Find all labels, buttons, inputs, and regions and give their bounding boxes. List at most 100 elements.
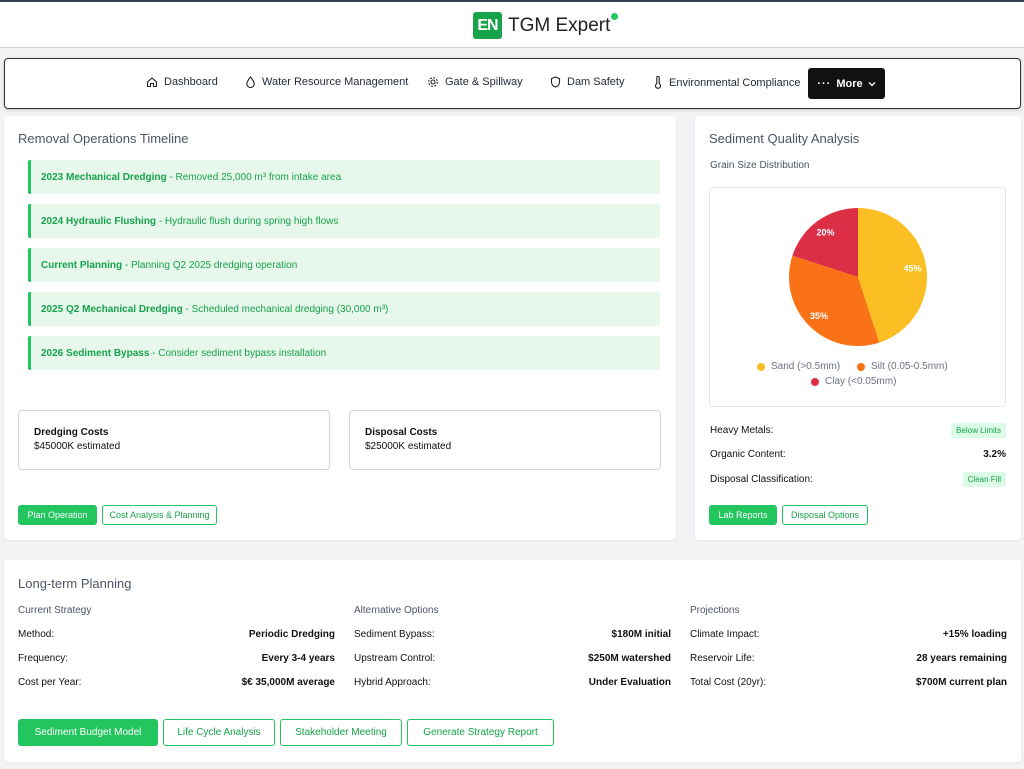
nav-item-dashboard[interactable]: Dashboard <box>146 76 218 88</box>
chart-subtitle: Grain Size Distribution <box>710 160 810 171</box>
strategy-row: Frequency: Every 3-4 years <box>18 651 335 665</box>
row-value: Periodic Dredging <box>248 628 335 640</box>
nav-item-gate-spillway[interactable]: Gate & Spillway <box>427 76 523 88</box>
row-value: Every 3-4 years <box>261 652 335 664</box>
card-title: Sediment Quality Analysis <box>709 131 860 146</box>
timeline-item-text: - Consider sediment bypass installation <box>149 347 327 359</box>
more-menu-button[interactable]: ··· More <box>808 68 885 99</box>
alternative-row: Sediment Bypass: $180M initial <box>354 627 671 641</box>
cost-value: $45000K estimated <box>34 441 121 452</box>
nav-item-label: Dashboard <box>164 76 218 88</box>
projection-row: Reservoir Life: 28 years remaining <box>690 651 1007 665</box>
legend-item-sand: Sand (>0.5mm) <box>757 361 840 372</box>
nav-item-dam-safety[interactable]: Dam Safety <box>550 76 624 88</box>
app-name: TGM Expert <box>508 14 611 36</box>
more-dots-icon: ··· <box>817 77 832 90</box>
column-heading: Alternative Options <box>354 605 439 616</box>
more-label: More <box>836 77 863 90</box>
nav-item-label: Water Resource Management <box>262 76 409 88</box>
prop-label: Organic Content: <box>710 448 786 460</box>
row-value: $250M watershed <box>588 652 671 664</box>
nav-item-label: Dam Safety <box>567 76 625 88</box>
projection-row: Total Cost (20yr): $700M current plan <box>690 675 1007 689</box>
disposal-costs-box: Disposal Costs $25000K estimated <box>349 410 661 470</box>
column-heading: Projections <box>690 605 740 616</box>
row-label: Sediment Bypass: <box>354 628 435 640</box>
legend-label: Sand (>0.5mm) <box>771 361 841 372</box>
chevron-down-icon <box>868 81 876 86</box>
timeline-item: 2025 Q2 Mechanical Dredging - Scheduled … <box>28 292 660 326</box>
timeline-item-title: 2023 Mechanical Dredging <box>41 171 167 183</box>
organic-content-row: Organic Content: 3.2% <box>710 446 1006 462</box>
logo-mark: EN <box>473 12 502 39</box>
strategy-row: Method: Periodic Dredging <box>18 627 335 641</box>
generate-strategy-report-button[interactable]: Generate Strategy Report <box>407 719 554 746</box>
legend-label: Clay (<0.05mm) <box>825 376 897 387</box>
pie-slice-label-0: 45% <box>904 263 922 273</box>
lab-reports-button[interactable]: Lab Reports <box>709 505 777 525</box>
legend-swatch <box>757 362 765 371</box>
timeline-item: Current Planning - Planning Q2 2025 dred… <box>28 248 660 282</box>
legend-label: Silt (0.05-0.5mm) <box>871 361 948 372</box>
nav-item-label: Gate & Spillway <box>445 76 523 88</box>
status-dot <box>611 13 619 20</box>
timeline-item-text: - Planning Q2 2025 dredging operation <box>122 259 298 271</box>
projection-row: Climate Impact: +15% loading <box>690 627 1007 641</box>
timeline-item-text: - Scheduled mechanical dredging (30,000 … <box>182 303 389 315</box>
card-title: Long-term Planning <box>18 576 132 591</box>
row-value: Under Evaluation <box>588 676 671 688</box>
sediment-budget-model-button[interactable]: Sediment Budget Model <box>18 719 158 746</box>
disposal-options-button[interactable]: Disposal Options <box>782 505 868 525</box>
timeline-item: 2024 Hydraulic Flushing - Hydraulic flus… <box>28 204 660 238</box>
app-logo[interactable]: EN TGM Expert <box>473 12 619 39</box>
prop-label: Heavy Metals: <box>710 424 774 436</box>
grain-size-chart: 45% 35% 20% <box>709 187 1006 407</box>
pie-slice-2[interactable] <box>792 208 858 277</box>
nav-item-water-resource-management[interactable]: Water Resource Management <box>245 76 408 88</box>
timeline-item: 2026 Sediment Bypass - Consider sediment… <box>28 336 660 370</box>
pie-slice-1[interactable] <box>789 255 880 346</box>
timeline-item-title: 2026 Sediment Bypass <box>41 347 150 359</box>
life-cycle-analysis-button[interactable]: Life Cycle Analysis <box>163 719 275 746</box>
shield-icon <box>550 76 561 88</box>
cost-value: $25000K estimated <box>365 441 452 452</box>
row-value: $700M current plan <box>915 676 1007 688</box>
status-badge: Clean Fill <box>962 471 1006 487</box>
droplet-icon <box>246 76 255 88</box>
row-label: Total Cost (20yr): <box>690 676 767 688</box>
row-label: Reservoir Life: <box>690 652 755 664</box>
legend-item-clay: Clay (<0.05mm) <box>811 376 896 387</box>
row-label: Upstream Control: <box>354 652 436 664</box>
timeline-item: 2023 Mechanical Dredging - Removed 25,00… <box>28 160 660 194</box>
cost-title: Disposal Costs <box>365 427 438 438</box>
alternative-row: Hybrid Approach: Under Evaluation <box>354 675 671 689</box>
dredging-costs-box: Dredging Costs $45000K estimated <box>18 410 330 470</box>
timeline-item-title: 2024 Hydraulic Flushing <box>41 215 157 227</box>
row-label: Frequency: <box>18 652 69 664</box>
cost-analysis-button[interactable]: Cost Analysis & Planning <box>102 505 217 525</box>
row-value: $€ 35,000M average <box>241 676 335 688</box>
gear-icon <box>428 77 438 87</box>
row-label: Method: <box>18 628 55 640</box>
timeline-item-title: Current Planning <box>41 259 123 271</box>
stakeholder-meeting-button[interactable]: Stakeholder Meeting <box>280 719 402 746</box>
row-value: +15% loading <box>942 628 1007 640</box>
row-value: $180M initial <box>611 628 671 640</box>
timeline-item-title: 2025 Q2 Mechanical Dredging <box>41 303 183 315</box>
home-icon <box>146 77 158 88</box>
strategy-row: Cost per Year: $€ 35,000M average <box>18 675 335 689</box>
row-label: Hybrid Approach: <box>354 676 431 688</box>
main-nav: Dashboard Water Resource Management Gate… <box>4 58 1021 109</box>
pie-slice-0[interactable] <box>858 208 927 343</box>
column-heading: Current Strategy <box>18 605 92 616</box>
legend-swatch <box>811 377 819 386</box>
nav-item-label: Environmental Compliance <box>669 76 801 89</box>
legend-swatch <box>857 362 865 371</box>
thermometer-icon <box>654 76 662 89</box>
timeline-item-text: - Removed 25,000 m³ from intake area <box>166 171 342 183</box>
plan-operation-button[interactable]: Plan Operation <box>18 505 97 525</box>
row-label: Climate Impact: <box>690 628 760 640</box>
nav-item-environmental-compliance[interactable]: Environmental Compliance <box>653 76 800 89</box>
top-header: EN TGM Expert <box>0 0 1024 48</box>
disposal-classification-row: Disposal Classification: Clean Fill <box>710 471 1006 487</box>
